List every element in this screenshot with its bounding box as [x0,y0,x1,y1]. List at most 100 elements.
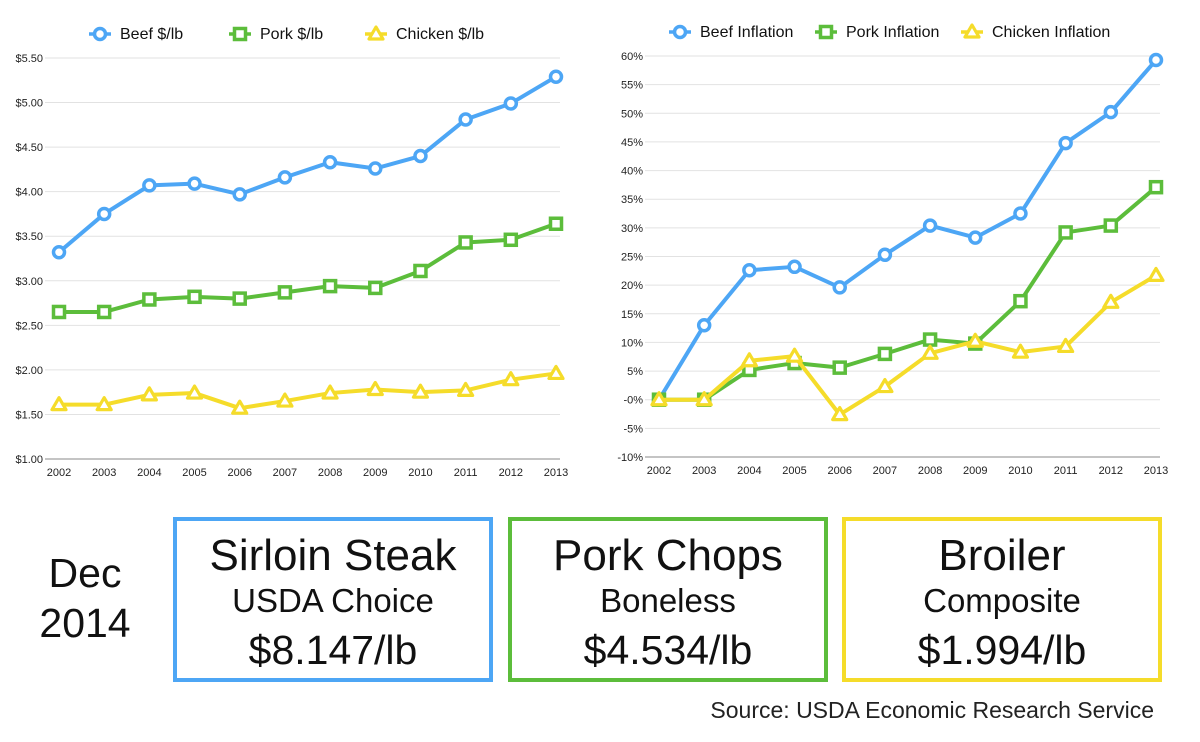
y-tick-label: $2.50 [15,320,43,332]
data-point [413,263,428,279]
data-point [1013,293,1028,309]
data-point [922,332,938,347]
y-tick-label: -5% [623,423,643,435]
data-point [50,396,68,412]
legend-label: Pork $/lb [260,26,323,43]
data-point [185,384,204,400]
data-point [548,216,564,231]
x-tick-label: 2002 [647,465,671,477]
legend-item: Beef $/lb [89,26,183,43]
x-tick-label: 2011 [454,467,478,479]
y-tick-label: 15% [621,309,643,321]
y-tick-label: 10% [621,337,643,349]
x-tick-label: 2011 [1054,465,1078,477]
gridlines [45,57,560,460]
legend-item: Beef Inflation [669,24,793,41]
legend-item: Pork Inflation [815,24,939,41]
x-tick-label: 2006 [227,467,251,479]
x-tick-label: 2008 [318,467,342,479]
y-tick-label: $3.50 [15,231,43,243]
chicken-price-card: Broiler Composite $1.994/lb [842,517,1162,682]
x-tick-label: 2012 [499,467,523,479]
legend-label: Chicken Inflation [992,24,1110,41]
x-tick-label: 2006 [827,465,851,477]
x-tick-label: 2005 [782,465,806,477]
data-point [1058,225,1073,240]
data-point [877,346,893,362]
y-tick-label: -0% [623,395,643,407]
y-tick-label: 60% [621,51,643,63]
data-point [502,371,520,387]
x-tick-label: 2013 [544,467,568,479]
series-beef-inflation [651,52,1164,407]
y-tick-label: $4.50 [15,142,43,154]
data-point [695,391,713,407]
y-tick-label: $1.00 [15,454,43,466]
data-point [95,396,113,412]
data-point [742,262,757,278]
data-point [968,230,983,245]
y-tick-label: $2.00 [15,365,43,377]
y-tick-label: $5.50 [15,53,43,65]
beef-cut-name: Sirloin Steak [209,531,457,580]
x-tick-label: 2012 [1099,465,1123,477]
legend-marker [672,24,688,40]
data-point [366,380,384,397]
x-tick-label: 2010 [1008,465,1032,477]
data-point [51,245,67,260]
data-point [458,112,473,127]
data-point [785,347,804,363]
legend-label: Pork Inflation [846,24,939,41]
data-point [787,259,802,275]
data-point [187,289,202,305]
data-point [547,364,565,381]
y-tick-label: 40% [621,166,643,178]
date-year: 2014 [39,600,131,646]
series-line [57,371,558,411]
y-tick-label: 25% [621,252,643,264]
data-point [277,170,293,185]
series-line [657,185,1158,402]
data-point [650,391,668,407]
inflation-chart: -10% -5% -0% 5% 10% 15% 20% 25% 30% 35% 40% 45% 50% 5… [617,23,1168,477]
y-tick-label: 5% [627,366,643,378]
data-point [1011,343,1030,359]
series-line [57,74,558,255]
data-point [1013,206,1028,221]
y-tick-label: 20% [621,280,643,292]
series-beef-lb [51,69,564,260]
data-point [368,280,383,296]
data-point [277,285,293,300]
legend-marker [367,25,385,41]
data-point [1057,337,1075,354]
data-point [231,399,249,415]
data-point [276,392,294,408]
series-chicken-inflation [650,266,1165,422]
pork-price: $4.534/lb [583,627,753,673]
data-point [1148,179,1164,195]
data-point [457,381,475,397]
x-tick-label: 2005 [182,467,206,479]
data-point [142,292,157,307]
pork-price-card: Pork Chops Boneless $4.534/lb [508,517,828,682]
gridlines [645,55,1160,458]
legend-marker [232,26,248,42]
x-tick-label: 2009 [363,467,387,479]
date-month: Dec [48,550,122,596]
data-point [142,178,157,193]
x-tick-label: 2004 [137,467,161,479]
data-point [321,384,339,400]
data-point [503,96,519,111]
data-point [187,176,202,191]
legend-label: Beef Inflation [700,24,793,41]
y-tick-label: 50% [621,108,643,120]
x-tick-label: 2008 [918,465,942,477]
data-point [232,187,247,202]
x-tick-label: 2002 [47,467,71,479]
y-tick-label: 55% [621,80,643,92]
legend-item: Chicken Inflation [961,23,1110,41]
data-point [1103,104,1119,120]
data-point [413,148,428,164]
data-point [831,406,849,422]
y-tick-label: 30% [621,223,643,235]
